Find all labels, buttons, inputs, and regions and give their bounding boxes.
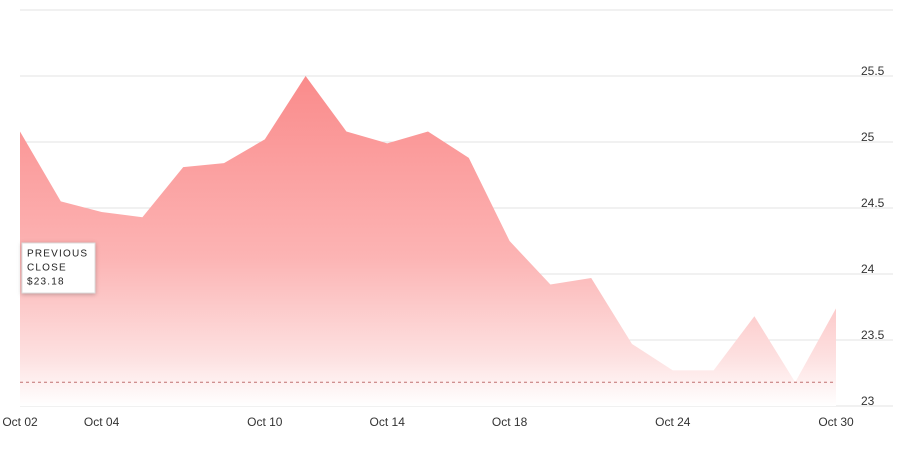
x-tick-label: Oct 04 <box>84 415 120 429</box>
previous-close-label: PREVIOUS <box>27 249 88 260</box>
y-tick-label: 24 <box>861 262 875 276</box>
x-tick-label: Oct 24 <box>655 415 691 429</box>
price-area <box>20 76 836 406</box>
x-tick-label: Oct 30 <box>818 415 854 429</box>
x-tick-label: Oct 02 <box>2 415 38 429</box>
y-tick-label: 23 <box>861 394 875 408</box>
y-tick-label: 25 <box>861 130 875 144</box>
previous-close-value: $23.18 <box>27 277 65 288</box>
x-tick-label: Oct 10 <box>247 415 283 429</box>
x-tick-label: Oct 18 <box>492 415 528 429</box>
previous-close-label: CLOSE <box>27 263 67 274</box>
y-tick-label: 24.5 <box>861 196 885 210</box>
previous-close-box <box>21 242 96 294</box>
x-tick-label: Oct 14 <box>370 415 406 429</box>
y-tick-label: 25.5 <box>861 64 885 78</box>
y-tick-label: 23.5 <box>861 328 885 342</box>
